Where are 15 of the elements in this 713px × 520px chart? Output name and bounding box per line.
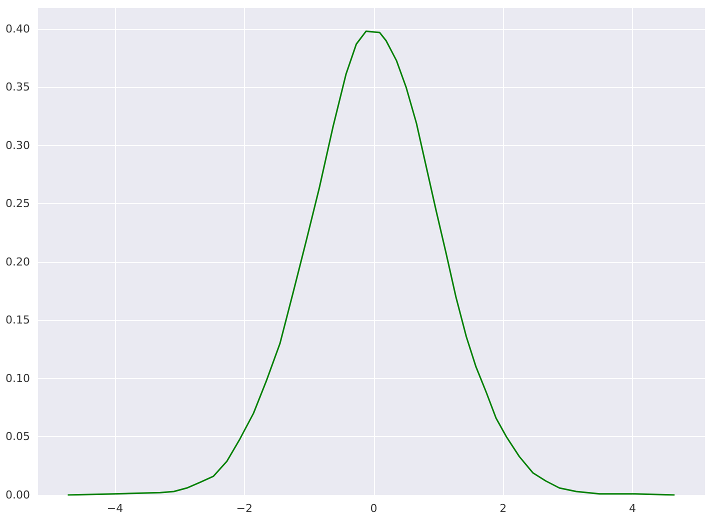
y-tick-label: 0.05 xyxy=(6,430,30,444)
y-tick-label: 0.20 xyxy=(6,255,30,268)
y-tick-label: 0.25 xyxy=(6,197,30,210)
y-tick-label: 0.15 xyxy=(6,314,30,327)
y-tick-label: 0.10 xyxy=(6,372,30,385)
x-tick-label: 2 xyxy=(500,502,507,515)
y-tick-label: 0.00 xyxy=(6,488,30,502)
x-tick-label: −2 xyxy=(236,502,252,515)
x-tick-label: 4 xyxy=(629,502,636,515)
x-tick-label: −4 xyxy=(106,502,124,515)
x-tick-label: 0 xyxy=(370,502,378,515)
y-tick-label: 0.40 xyxy=(6,22,30,36)
y-tick-label: 0.35 xyxy=(6,80,30,94)
y-tick-label: 0.30 xyxy=(6,138,30,152)
line-series xyxy=(67,30,676,496)
